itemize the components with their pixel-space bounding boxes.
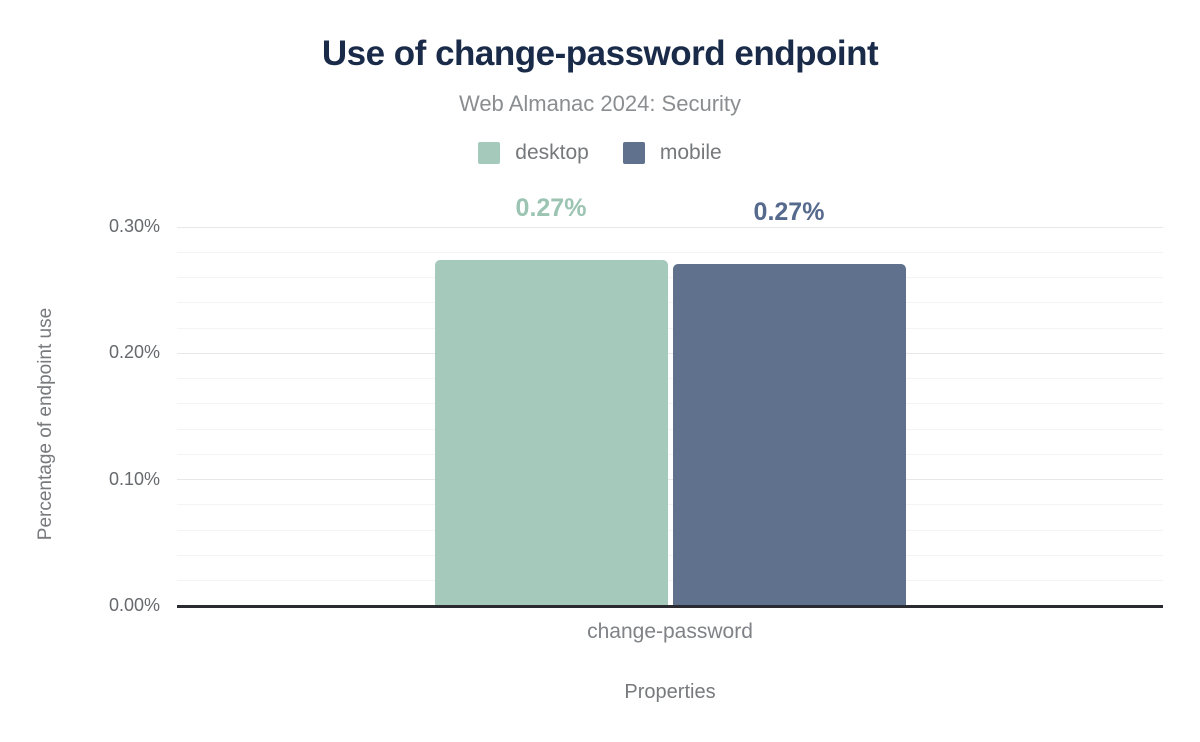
minor-gridline — [177, 251, 1163, 253]
y-axis-title: Percentage of endpoint use — [35, 307, 56, 541]
x-axis-title: Properties — [624, 681, 716, 703]
minor-gridline — [177, 327, 1163, 329]
y-tick-label: 0.20% — [108, 342, 160, 363]
plot-area: 0.27% 0.27% — [177, 194, 1163, 608]
minor-gridline — [177, 378, 1163, 380]
y-tick-label: 0.00% — [108, 595, 160, 615]
chart-subtitle: Web Almanac 2024: Security — [458, 91, 742, 116]
minor-gridline — [177, 453, 1163, 455]
legend-item-mobile[interactable]: mobile — [622, 141, 722, 165]
major-gridline — [177, 352, 1163, 354]
legend-swatch-desktop — [478, 142, 501, 164]
minor-gridline — [177, 529, 1163, 531]
minor-gridline — [177, 580, 1163, 582]
minor-gridline — [177, 428, 1163, 430]
legend: desktop mobile — [0, 141, 1200, 165]
minor-gridline — [177, 504, 1163, 506]
minor-gridline — [177, 403, 1163, 405]
bar-mobile[interactable] — [672, 263, 906, 606]
y-axis-labels: 0.30% 0.20% 0.10% 0.00% — [60, 216, 160, 615]
legend-label-mobile: mobile — [659, 141, 722, 164]
y-tick-label: 0.10% — [108, 468, 160, 489]
minor-gridline — [177, 302, 1163, 304]
x-axis-labels: change-password — [177, 620, 1163, 644]
major-gridline — [177, 479, 1163, 481]
minor-gridline — [177, 554, 1163, 556]
bar-desktop[interactable] — [434, 259, 668, 606]
x-axis-line — [177, 605, 1163, 608]
y-tick-label: 0.30% — [108, 216, 160, 236]
minor-gridline — [177, 277, 1163, 279]
bar-value-label-mobile: 0.27% — [753, 197, 825, 226]
bar-value-label-desktop: 0.27% — [515, 193, 587, 222]
legend-item-desktop[interactable]: desktop — [478, 141, 589, 165]
legend-label-desktop: desktop — [515, 141, 589, 164]
chart-title: Use of change-password endpoint — [321, 34, 879, 73]
legend-swatch-mobile — [622, 142, 645, 164]
x-tick-label: change-password — [587, 620, 753, 643]
major-gridline — [177, 226, 1163, 228]
